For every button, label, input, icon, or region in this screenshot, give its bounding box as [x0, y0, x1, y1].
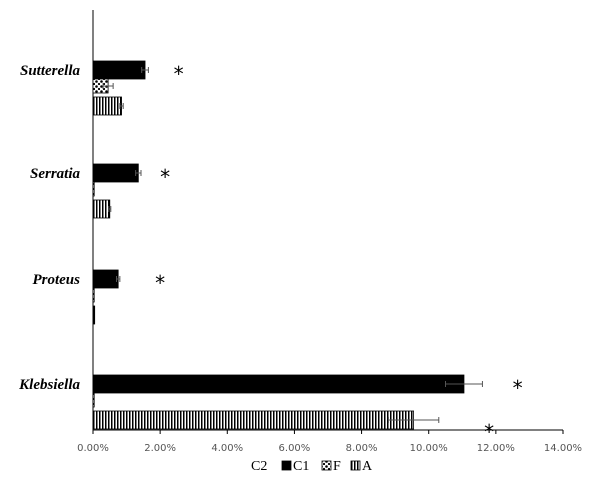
bar-a-serratia	[92, 199, 111, 219]
legend-swatch-f	[321, 460, 332, 471]
significance-marker: *	[484, 420, 494, 444]
bar-f-klebsiella	[92, 392, 95, 408]
bar-a-klebsiella	[92, 410, 415, 430]
x-tick-label: 4.00%	[211, 443, 243, 454]
bar-a-sutterella	[92, 96, 122, 116]
legend-label-a: A	[362, 459, 373, 474]
x-tick-label: 2.00%	[144, 443, 176, 454]
bar-c1-klebsiella	[92, 374, 465, 394]
x-tick-label: 14.00%	[544, 443, 582, 454]
x-tick-label: 6.00%	[279, 443, 311, 454]
plot-area: 0.00% 2.00% 4.00% 6.00% 8.00% 10.00% 12.00% 14.…	[18, 10, 582, 454]
bar-f-proteus	[92, 287, 95, 303]
category-label: Klebsiella	[18, 377, 80, 393]
category-label: Proteus	[32, 272, 80, 288]
x-tick-label: 12.00%	[477, 443, 515, 454]
bar-f-serratia	[92, 181, 95, 197]
legend-label-c1: C1	[293, 459, 309, 474]
x-tick-label: 0.00%	[77, 443, 109, 454]
significance-marker: *	[174, 62, 184, 86]
category-label: Serratia	[30, 166, 81, 182]
x-tick-label: 10.00%	[410, 443, 448, 454]
bar-c1-serratia	[92, 163, 139, 183]
legend-label-f: F	[333, 459, 341, 474]
legend-swatch-c1	[281, 460, 292, 471]
x-tick-label: 8.00%	[346, 443, 378, 454]
legend-swatch-a	[350, 460, 361, 471]
bar-c1-sutterella	[92, 60, 146, 80]
legend-label-c2: C2	[251, 459, 267, 474]
significance-marker: *	[155, 271, 165, 295]
category-label: Sutterella	[20, 63, 81, 79]
bar-c1-proteus	[92, 269, 119, 289]
significance-marker: *	[513, 376, 523, 400]
bar-a-proteus	[92, 305, 96, 325]
legend: C2 C1 F A	[251, 459, 373, 474]
significance-marker: *	[160, 165, 170, 189]
